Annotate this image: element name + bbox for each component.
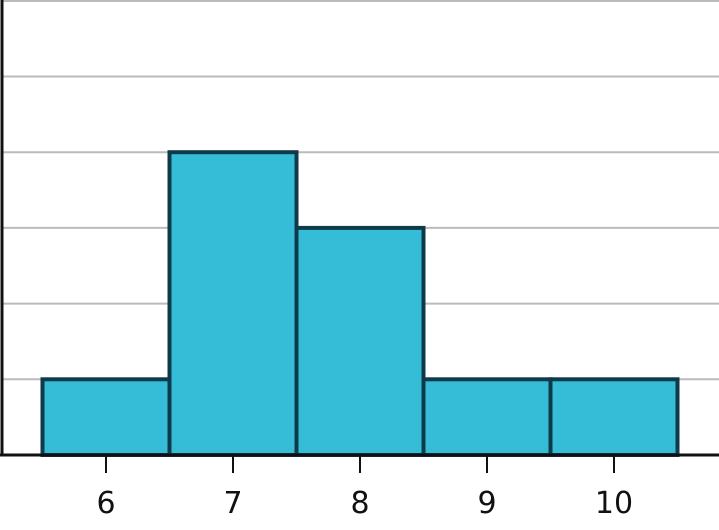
x-tick-label: 8 [350, 486, 369, 521]
bar-7 [167, 150, 299, 457]
bar-8 [294, 225, 426, 457]
bars [40, 150, 680, 457]
x-tick-label: 6 [96, 486, 115, 521]
bar-6 [40, 377, 172, 457]
x-ticks: 6 7 8 9 10 [96, 455, 633, 521]
bar-9 [421, 377, 553, 457]
x-tick-label: 7 [223, 486, 242, 521]
x-tick-label: 10 [595, 486, 633, 521]
bar-10 [548, 377, 680, 457]
x-tick-label: 9 [477, 486, 496, 521]
